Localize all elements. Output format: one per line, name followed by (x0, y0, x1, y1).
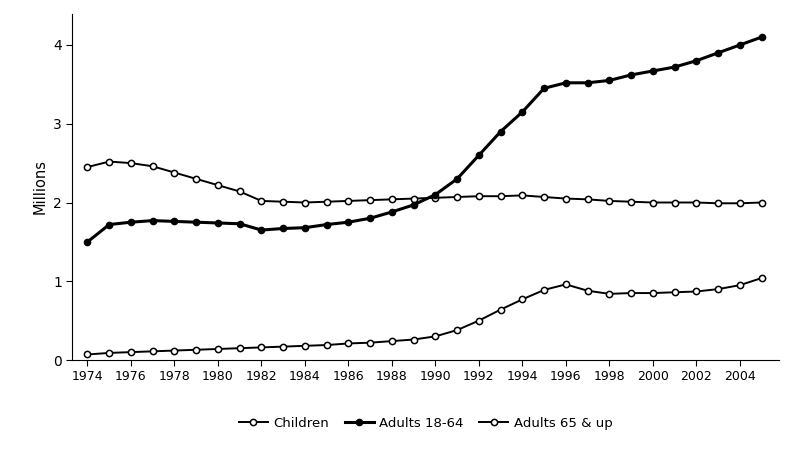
Y-axis label: Millions: Millions (32, 159, 47, 214)
Legend: Children, Adults 18-64, Adults 65 & up: Children, Adults 18-64, Adults 65 & up (233, 412, 617, 435)
